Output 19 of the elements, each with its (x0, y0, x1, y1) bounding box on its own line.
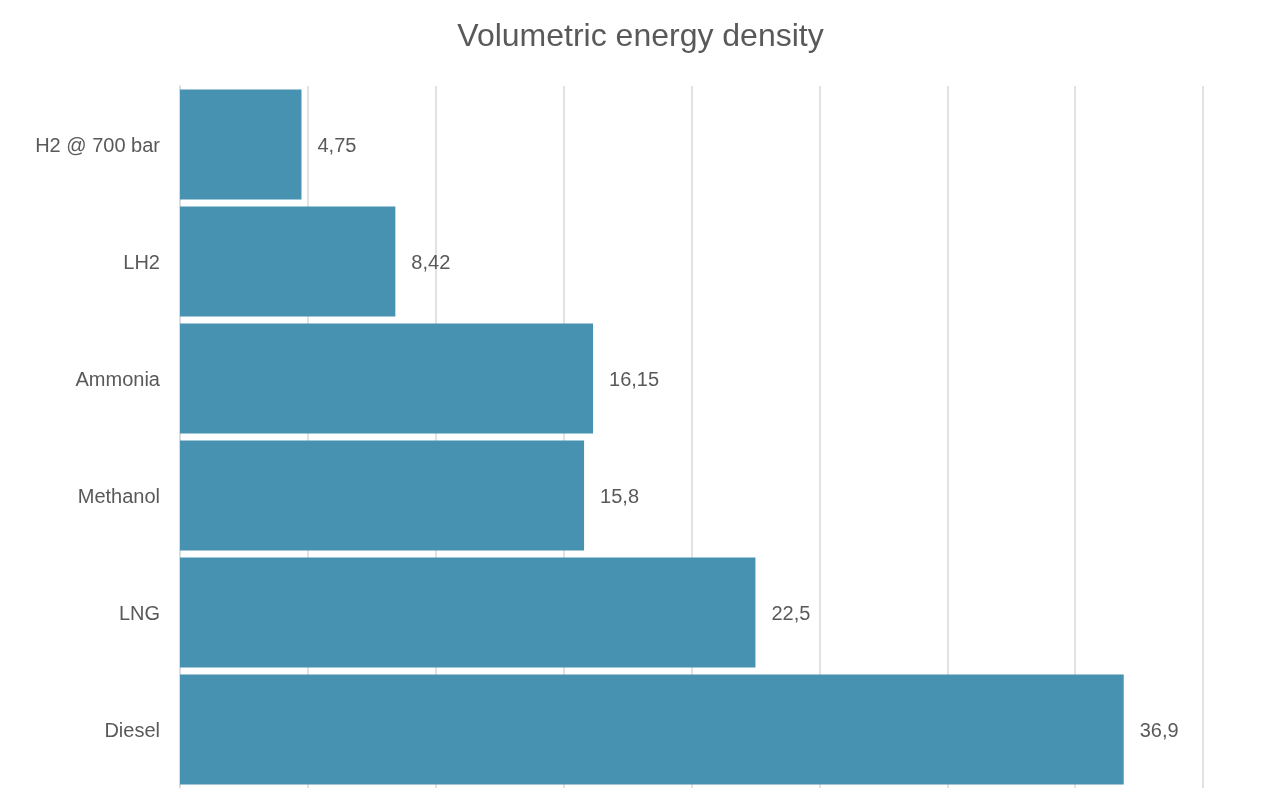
bar (180, 674, 1124, 785)
y-tick-label: LNG (118, 601, 160, 624)
bar (180, 557, 756, 668)
bar (180, 89, 302, 200)
y-tick-label: Diesel (104, 718, 160, 741)
y-tick-label: H2 @ 700 bar (35, 133, 161, 156)
data-label: 16,15 (609, 367, 660, 390)
y-tick-label: Ammonia (75, 367, 161, 390)
bar (180, 323, 594, 434)
data-label: 15,8 (600, 484, 640, 507)
data-label: 36,9 (1139, 718, 1179, 741)
data-label: 4,75 (317, 133, 357, 156)
bar (180, 440, 585, 551)
data-label: 8,42 (411, 250, 451, 273)
bar (180, 206, 396, 317)
chart-title: Volumetric energy density (457, 17, 824, 53)
data-label: 22,5 (771, 601, 811, 624)
y-tick-label: Methanol (77, 484, 160, 507)
y-tick-label: LH2 (123, 250, 160, 273)
